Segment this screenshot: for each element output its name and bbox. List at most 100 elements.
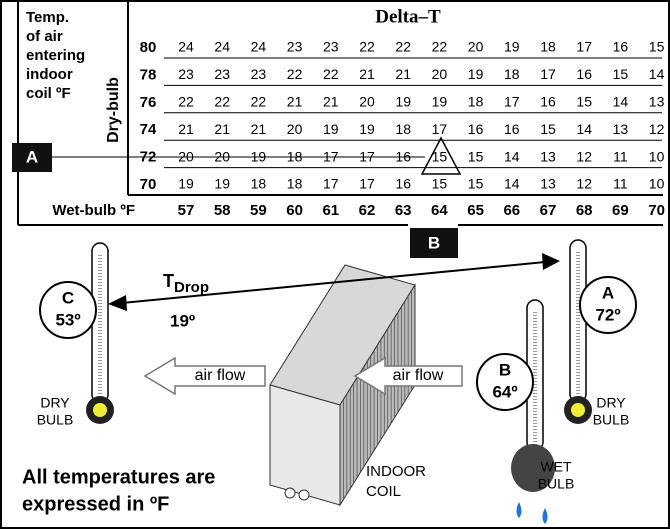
- delta-t-value: 23: [178, 66, 194, 82]
- wet-bulb-value: 70: [648, 202, 665, 219]
- delta-t-value: 13: [540, 176, 556, 192]
- delta-t-value: 18: [504, 66, 520, 82]
- corner-label: of air: [26, 28, 63, 45]
- delta-t-value: 13: [613, 121, 629, 137]
- delta-t-value: 16: [576, 66, 592, 82]
- delta-t-value: 22: [287, 66, 303, 82]
- wet-bulb-value: 57: [178, 202, 195, 219]
- delta-t-value: 22: [323, 66, 339, 82]
- table-title: Delta–T: [375, 6, 441, 27]
- delta-t-value: 21: [251, 121, 267, 137]
- coil-label: COIL: [366, 483, 401, 500]
- wet-bulb-value: 63: [395, 202, 412, 219]
- badge-label: A: [602, 283, 614, 302]
- delta-t-value: 19: [395, 94, 411, 110]
- delta-t-value: 12: [649, 121, 665, 137]
- delta-t-value: 17: [359, 176, 375, 192]
- delta-t-value: 18: [287, 148, 303, 164]
- delta-t-value: 19: [251, 148, 267, 164]
- delta-t-value: 20: [214, 148, 230, 164]
- delta-t-value: 19: [504, 39, 520, 55]
- note: expressed in ºF: [22, 493, 169, 515]
- delta-t-value: 16: [613, 39, 629, 55]
- delta-t-value: 21: [395, 66, 411, 82]
- dry-bulb-value: 80: [140, 39, 157, 56]
- diagram: Delta–T Temp.of airenteringindoorcoil ºF…: [0, 0, 670, 529]
- delta-t-value: 11: [613, 176, 628, 192]
- delta-t-value: 19: [323, 121, 339, 137]
- delta-t-value: 17: [323, 148, 339, 164]
- delta-t-value: 22: [395, 39, 411, 55]
- thermometer-caption: DRY: [596, 395, 626, 411]
- delta-t-value: 11: [613, 148, 628, 164]
- delta-t-value: 16: [395, 176, 411, 192]
- delta-t-value: 19: [468, 66, 484, 82]
- delta-t-value: 10: [649, 176, 665, 192]
- t-symbol: T: [163, 271, 174, 291]
- delta-t-value: 19: [432, 94, 448, 110]
- air-flow-label: air flow: [393, 367, 444, 384]
- delta-t-value: 16: [504, 121, 520, 137]
- badge-reading: 72º: [595, 305, 620, 324]
- delta-t-value: 20: [432, 66, 448, 82]
- delta-t-value: 18: [395, 121, 411, 137]
- t-subscript: Drop: [174, 279, 209, 296]
- delta-t-value: 24: [214, 39, 230, 55]
- delta-t-value: 22: [214, 94, 230, 110]
- wet-bulb-value: 69: [612, 202, 629, 219]
- wet-bulb-value: 60: [286, 202, 303, 219]
- delta-t-value: 15: [576, 94, 592, 110]
- wet-bulb-value: 65: [467, 202, 484, 219]
- delta-t-value: 21: [214, 121, 230, 137]
- delta-t-value: 21: [323, 94, 339, 110]
- thermometer-badge: A 72º: [580, 277, 636, 333]
- delta-t-value: 16: [540, 94, 556, 110]
- column-marker: B: [428, 233, 440, 252]
- delta-t-value: 18: [540, 39, 556, 55]
- delta-t-value: 14: [504, 148, 520, 164]
- delta-t-value: 22: [251, 94, 267, 110]
- delta-t-value: 23: [287, 39, 303, 55]
- air-flow-label: air flow: [195, 367, 246, 384]
- delta-t-value: 22: [359, 39, 375, 55]
- badge-label: C: [62, 288, 74, 307]
- delta-t-value: 20: [178, 148, 194, 164]
- corner-label: entering: [26, 47, 85, 64]
- delta-t-value: 24: [251, 39, 267, 55]
- wet-bulb-value: 58: [214, 202, 231, 219]
- dry-bulb-value: 72: [140, 149, 157, 166]
- delta-t-value: 20: [359, 94, 375, 110]
- delta-t-value: 14: [649, 66, 665, 82]
- badge-label: B: [499, 360, 511, 379]
- delta-t-value: 22: [178, 94, 194, 110]
- wet-bulb-value: 67: [540, 202, 557, 219]
- coil-label: INDOOR: [366, 463, 426, 480]
- dry-bulb-value: 74: [140, 121, 157, 138]
- delta-t-value: 20: [468, 39, 484, 55]
- delta-t-value: 18: [468, 94, 484, 110]
- corner-label: Temp.: [26, 9, 69, 26]
- row-marker: A: [26, 147, 38, 166]
- delta-t-value: 20: [287, 121, 303, 137]
- delta-t-value: 17: [432, 121, 448, 137]
- delta-t-value: 10: [649, 148, 665, 164]
- corner-label: indoor: [26, 66, 73, 83]
- delta-t-value: 17: [359, 148, 375, 164]
- thermometer-badge: B64º: [477, 354, 533, 410]
- thermometer-caption: WET: [540, 459, 572, 475]
- delta-t-value: 23: [214, 66, 230, 82]
- delta-t-value: 17: [504, 94, 520, 110]
- delta-t-value: 22: [432, 39, 448, 55]
- delta-t-value: 13: [540, 148, 556, 164]
- delta-t-value: 15: [613, 66, 629, 82]
- note: All temperatures are: [22, 466, 215, 488]
- delta-t-value: 17: [540, 66, 556, 82]
- thermometer-caption: BULB: [538, 476, 575, 492]
- wet-bulb-value: 59: [250, 202, 267, 219]
- delta-t-value: 15: [432, 176, 448, 192]
- wet-bulb-value: 66: [503, 202, 520, 219]
- wet-bulb-value: 62: [359, 202, 376, 219]
- row-axis-label: Dry-bulb: [105, 77, 122, 143]
- delta-t-value: 15: [432, 148, 448, 164]
